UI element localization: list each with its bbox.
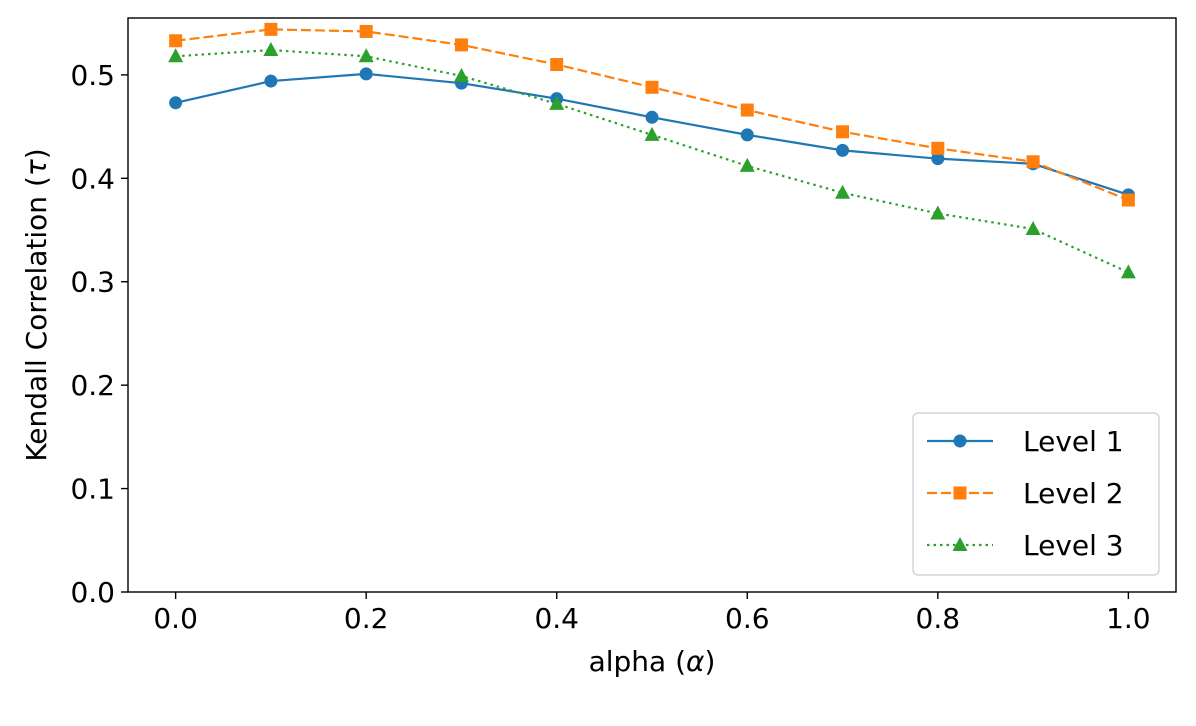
legend-swatch-marker [953,486,967,500]
series-1-point [836,143,850,157]
series-2-point [1026,155,1040,169]
legend-swatch-marker [953,434,967,448]
series-2-point [169,34,183,48]
series-3-point [358,48,374,63]
y-tick-label: 0.1 [70,473,115,506]
legend: Level 1 Level 2 Level 3 [912,412,1160,576]
series-3-point [453,67,469,82]
x-axis-label-suffix: ) [704,645,715,678]
series-layer [168,22,1136,279]
series-1-point [740,128,754,142]
x-tick-label: 0.6 [725,602,770,635]
legend-swatch-marker [952,537,968,551]
legend-item: Level 1 [927,425,1124,458]
y-axis-label-suffix: ) [20,148,53,159]
series-3-point [1120,264,1136,279]
y-tick-label: 0.3 [70,266,115,299]
series-2-point [550,58,564,72]
legend-item: Level 3 [927,529,1124,562]
y-tick-label: 0.0 [70,576,115,609]
series-3-point [739,157,755,172]
x-tick-label: 1.0 [1106,602,1151,635]
y-tick-label: 0.4 [70,162,115,195]
series-2 [169,22,1135,207]
x-axis-label-symbol: α [686,645,705,678]
series-3-point [1025,220,1041,235]
series-2-point [359,24,373,38]
series-1-point [359,67,373,81]
y-axis-label: Kendall Correlation (τ) [20,148,53,461]
plot-frame [127,17,1177,593]
series-2-point [454,38,468,52]
y-tick-label: 0.5 [70,59,115,92]
series-3-point [263,42,279,57]
series-1-point [931,152,945,166]
y-tick-label: 0.2 [70,369,115,402]
series-3-point [930,205,946,220]
series-3-point [644,126,660,141]
ticks-layer: 0.0 0.2 0.4 0.6 0.8 1.0 0.0 0.1 0.2 0.3 0.4 0.5 [70,59,1150,635]
series-2-point [931,141,945,155]
x-tick-label: 0.2 [344,602,389,635]
series-2-point [740,103,754,117]
series-2-point [836,125,850,139]
legend-label: Level 1 [1023,425,1124,458]
series-3 [168,42,1136,279]
legend-frame [912,412,1160,576]
legend-label: Level 2 [1023,477,1124,510]
series-2-point [645,80,659,94]
x-tick-label: 0.0 [153,602,198,635]
legend-label: Level 3 [1023,529,1124,562]
series-3-point [835,184,851,199]
series-1-point [645,110,659,124]
series-3-point [549,95,565,110]
x-tick-label: 0.4 [534,602,579,635]
series-1-point [169,96,183,110]
series-2-point [264,22,278,36]
y-axis-label-prefix: Kendall Correlation ( [20,176,53,462]
x-tick-label: 0.8 [916,602,961,635]
series-2-point [1121,193,1135,207]
legend-item: Level 2 [927,477,1124,510]
series-3-point [168,48,184,63]
y-axis-label-symbol: τ [20,159,53,176]
x-axis-label: alpha (α) [589,645,716,678]
x-axis-label-prefix: alpha ( [589,645,686,678]
series-1-point [264,74,278,88]
